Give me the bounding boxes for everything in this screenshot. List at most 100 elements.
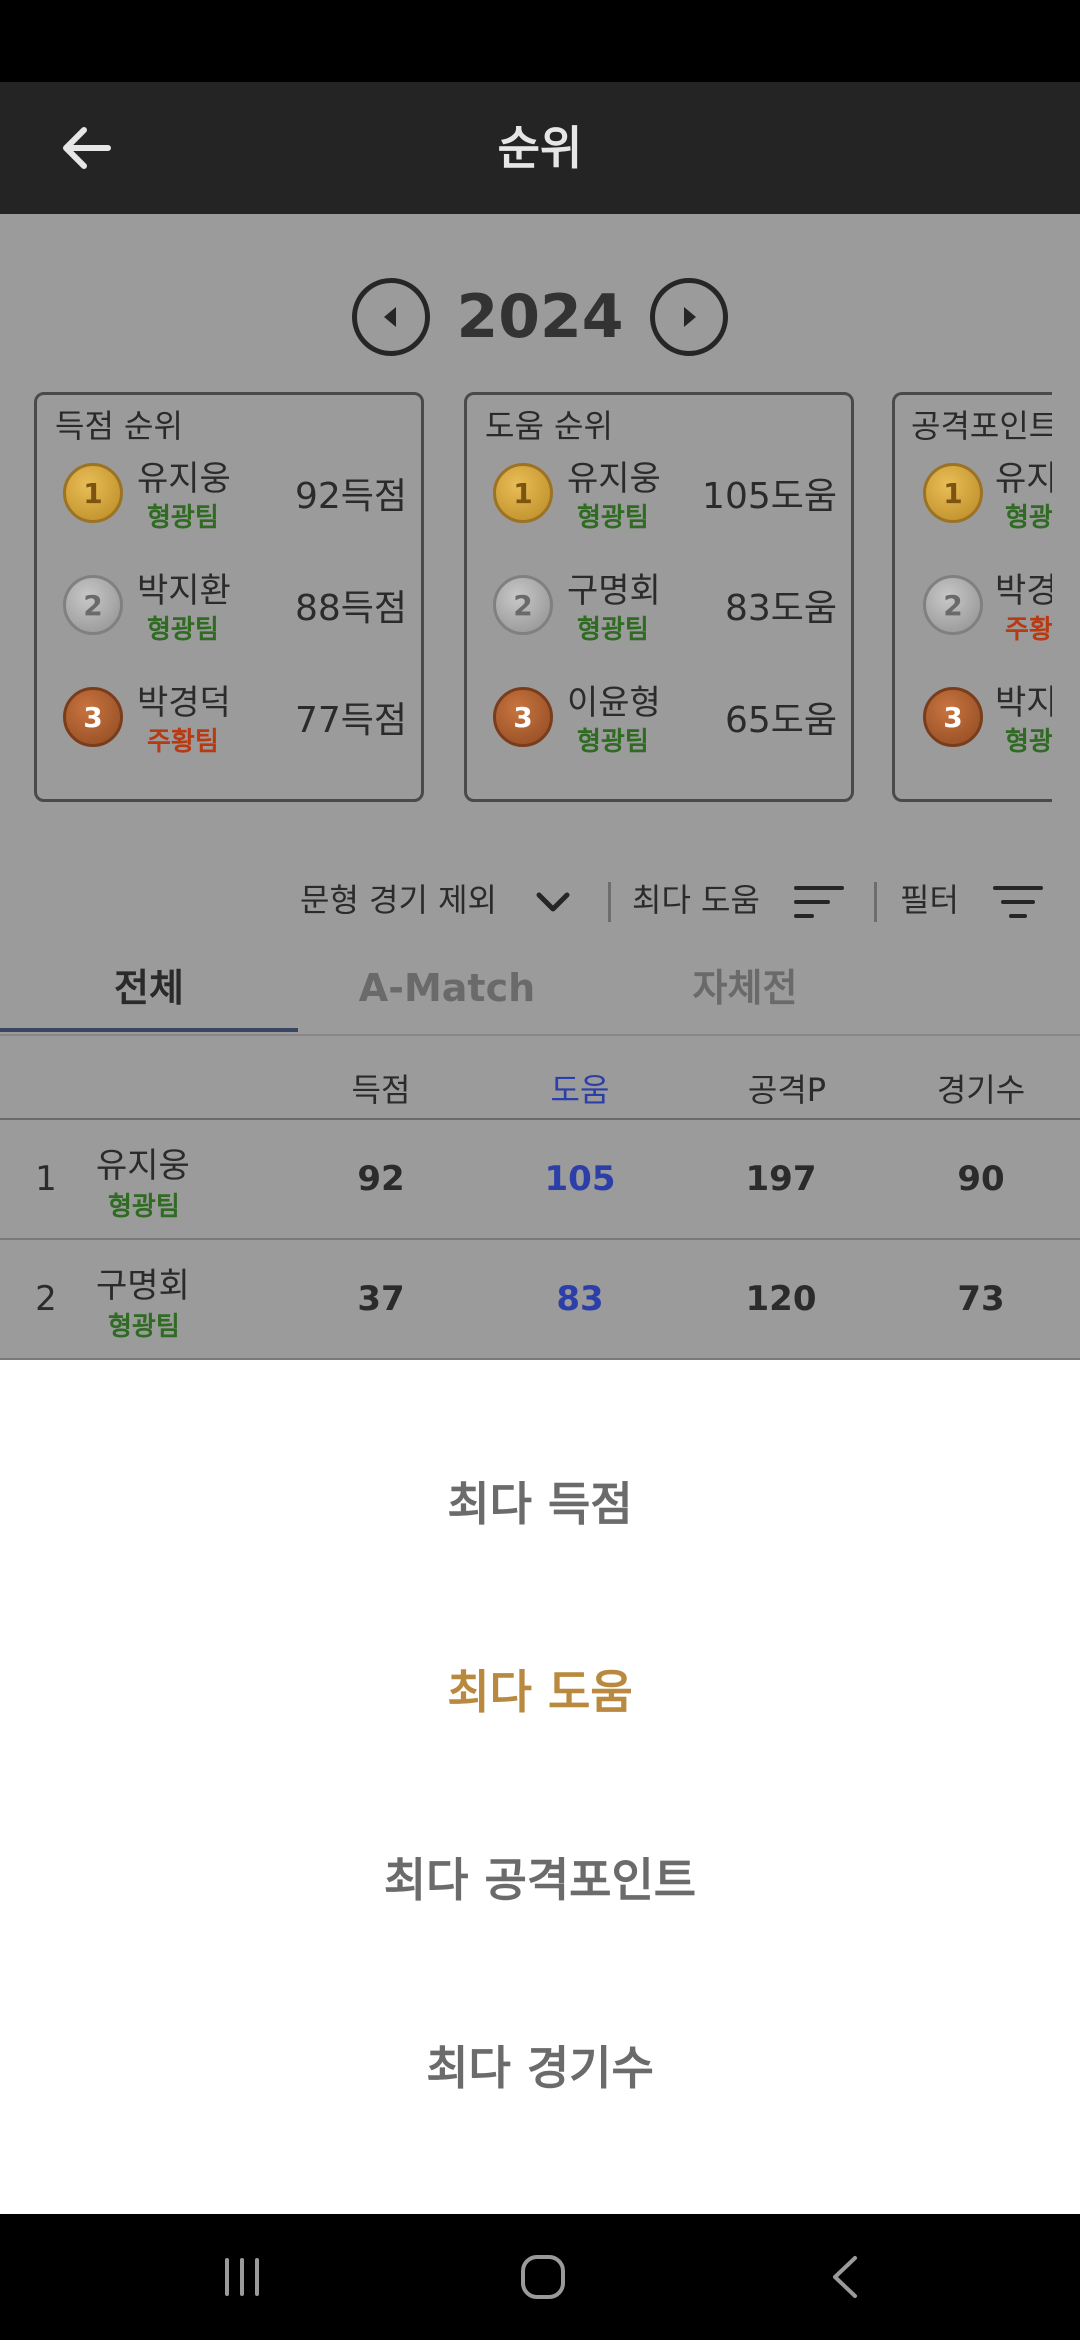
player-name: 박경덕 (137, 683, 231, 723)
bronze-medal-icon: 3 (493, 687, 553, 747)
player-name: 박지 (995, 683, 1052, 723)
player-team: 형광팀 (577, 727, 649, 757)
rank-row: 3 박지 형광 (895, 671, 1052, 761)
row-assists: 105 (544, 1159, 616, 1199)
player-stat: 92득점 (294, 476, 407, 517)
player-team: 형광 (1005, 503, 1052, 533)
player-name: 유지웅 (567, 459, 661, 499)
rank-row: 1 유지 형광 (895, 447, 1052, 537)
card-title: 공격포인트 (911, 407, 1052, 445)
row-attack-points: 197 (745, 1159, 817, 1199)
player-stat: 88득점 (294, 588, 407, 629)
player-team: 주황 (1005, 615, 1052, 645)
bronze-medal-icon: 3 (63, 687, 123, 747)
sort-option-assists[interactable]: 최다 도움 (447, 1665, 633, 1719)
sort-option-games[interactable]: 최다 경기수 (426, 2041, 654, 2095)
gold-medal-icon: 1 (923, 463, 983, 523)
row-player-name: 유지웅 (96, 1146, 190, 1186)
tab-all[interactable]: 전체 (114, 966, 184, 1010)
table-row[interactable]: 2 구명회 형광팀 37 83 120 73 (0, 1240, 1080, 1360)
leader-card-assists[interactable]: 도움 순위 1 유지웅 형광팀 105도움 2 구명회 형광팀 83도움 3 이… (464, 392, 854, 802)
player-team: 형광팀 (577, 615, 649, 645)
row-games: 73 (957, 1279, 1005, 1319)
recent-apps-icon (225, 2258, 259, 2296)
divider (608, 882, 611, 922)
chevron-down-icon (536, 892, 570, 912)
gold-medal-icon: 1 (63, 463, 123, 523)
player-name: 유지웅 (137, 459, 231, 499)
chevron-right-icon (684, 307, 696, 327)
exclude-label: 문형 경기 제외 (300, 881, 497, 919)
row-attack-points: 120 (745, 1279, 817, 1319)
player-stat: 83도움 (724, 588, 837, 629)
next-year-button[interactable] (650, 278, 728, 356)
player-name: 유지 (995, 459, 1052, 499)
bronze-medal-icon: 3 (923, 687, 983, 747)
rank-row: 1 유지웅 형광팀 92득점 (37, 447, 421, 537)
home-icon (521, 2255, 565, 2299)
sort-option-attack-points[interactable]: 최다 공격포인트 (383, 1853, 697, 1907)
back-nav-button[interactable] (806, 2242, 886, 2312)
header-attack-points[interactable]: 공격P (747, 1071, 827, 1109)
header-goals[interactable]: 득점 (351, 1071, 411, 1109)
sort-option-goals[interactable]: 최다 득점 (447, 1477, 633, 1531)
page-title: 순위 (497, 121, 583, 175)
recent-apps-button[interactable] (202, 2242, 282, 2312)
player-name: 구명회 (567, 571, 661, 611)
filter-label: 필터 (900, 881, 959, 919)
gold-medal-icon: 1 (493, 463, 553, 523)
leader-cards-carousel[interactable]: 득점 순위 1 유지웅 형광팀 92득점 2 박지환 형광팀 88득점 3 박경… (0, 392, 1080, 812)
table-header: 득점 도움 공격P 경기수 (0, 1062, 1080, 1120)
leader-card-goals[interactable]: 득점 순위 1 유지웅 형광팀 92득점 2 박지환 형광팀 88득점 3 박경… (34, 392, 424, 802)
back-button[interactable] (48, 110, 124, 186)
player-team: 형광 (1005, 727, 1052, 757)
chevron-left-icon (384, 307, 396, 327)
row-player-team: 형광팀 (108, 1192, 180, 1222)
player-team: 형광팀 (577, 503, 649, 533)
player-stat: 105도움 (702, 476, 837, 517)
player-name: 박지환 (137, 571, 231, 611)
header-assists[interactable]: 도움 (550, 1071, 610, 1109)
home-button[interactable] (503, 2242, 583, 2312)
system-nav-bar (0, 2214, 1080, 2340)
card-title: 득점 순위 (55, 407, 183, 445)
row-assists: 83 (556, 1279, 604, 1319)
header-games[interactable]: 경기수 (936, 1071, 1026, 1109)
player-name: 박경 (995, 571, 1052, 611)
sort-icon (794, 886, 845, 918)
player-name: 이윤형 (567, 683, 661, 723)
filter-button[interactable]: 필터 (900, 852, 1044, 948)
divider (874, 882, 877, 922)
filter-row: 문형 경기 제외 최다 도움 필터 (0, 852, 1080, 948)
rank-row: 3 박경덕 주황팀 77득점 (37, 671, 421, 761)
row-rank: 2 (35, 1279, 57, 1319)
tab-bar: 전체 A-Match 자체전 (0, 944, 1080, 1036)
sort-bottom-sheet: 최다 득점 최다 도움 최다 공격포인트 최다 경기수 (0, 1360, 1080, 2214)
year-selector: 2024 (0, 258, 1080, 376)
rank-row: 2 구명회 형광팀 83도움 (467, 559, 851, 649)
player-stat: 65도움 (724, 700, 837, 741)
rank-row: 1 유지웅 형광팀 105도움 (467, 447, 851, 537)
table-row[interactable]: 1 유지웅 형광팀 92 105 197 90 (0, 1120, 1080, 1240)
row-goals: 92 (357, 1159, 405, 1199)
row-games: 90 (957, 1159, 1005, 1199)
tab-internal[interactable]: 자체전 (692, 966, 798, 1010)
year-label: 2024 (456, 282, 624, 352)
app-bar: 순위 (0, 82, 1080, 214)
player-team: 형광팀 (147, 615, 219, 645)
sort-button[interactable]: 최다 도움 (632, 852, 845, 948)
sort-label: 최다 도움 (632, 881, 760, 919)
tab-a-match[interactable]: A-Match (358, 966, 536, 1010)
silver-medal-icon: 2 (63, 575, 123, 635)
row-rank: 1 (35, 1159, 57, 1199)
exclude-dropdown[interactable]: 문형 경기 제외 (300, 852, 573, 948)
card-title: 도움 순위 (485, 407, 613, 445)
rank-row: 3 이윤형 형광팀 65도움 (467, 671, 851, 761)
leader-card-attack-points[interactable]: 공격포인트 1 유지 형광 2 박경 주황 3 박지 형광 (892, 392, 1052, 802)
rank-row: 2 박경 주황 (895, 559, 1052, 649)
status-bar (0, 0, 1080, 82)
prev-year-button[interactable] (352, 278, 430, 356)
silver-medal-icon: 2 (923, 575, 983, 635)
back-nav-icon (833, 2256, 857, 2298)
player-team: 형광팀 (147, 503, 219, 533)
